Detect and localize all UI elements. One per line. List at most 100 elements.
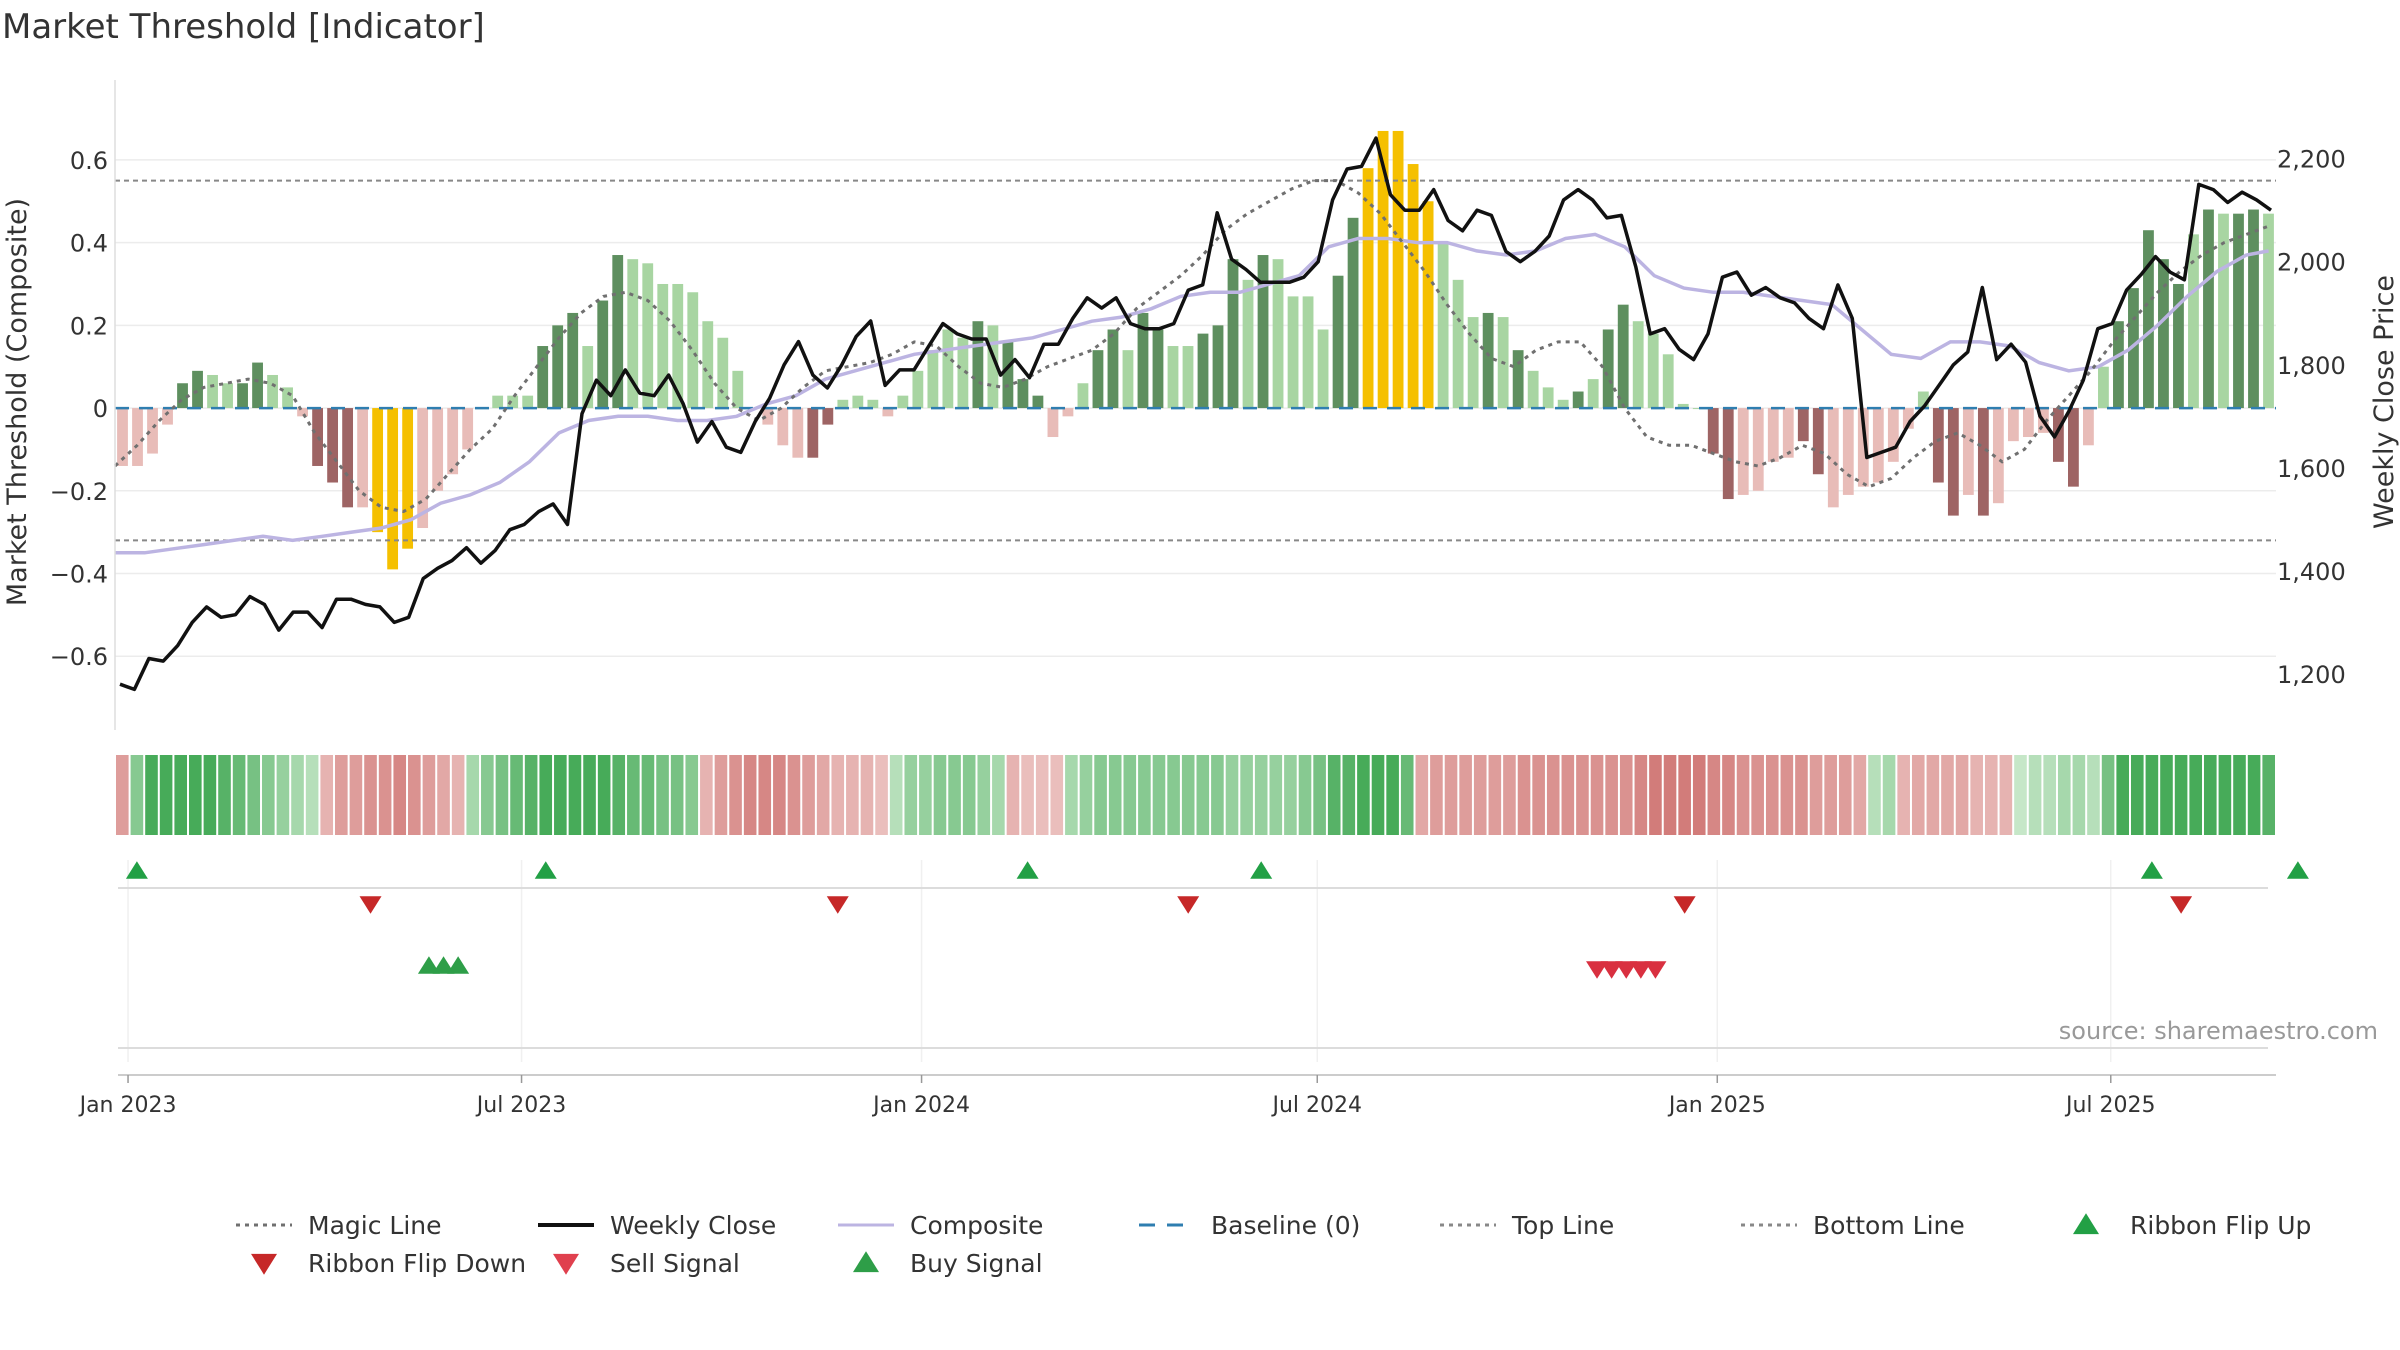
- composite-bar: [1467, 317, 1479, 409]
- composite-bar: [267, 374, 278, 409]
- composite-bar: [1482, 312, 1494, 409]
- composite-line: [115, 232, 2269, 555]
- composite-bar: [1722, 408, 1734, 500]
- composite-bar: [297, 408, 308, 417]
- ribbon-flip-down-marker: [359, 896, 382, 914]
- buy-signal-marker: [417, 956, 440, 974]
- ribbon-cell: [437, 755, 450, 835]
- composite-bar: [2007, 408, 2019, 442]
- ribbon-cell: [816, 755, 830, 835]
- composite-bar: [1107, 329, 1119, 409]
- ribbon-cell: [1079, 755, 1093, 835]
- composite-bar: [1047, 408, 1059, 438]
- y-right-tick-label: 2,200: [2277, 146, 2346, 174]
- ribbon-cell: [189, 755, 202, 835]
- composite-bar: [2233, 213, 2244, 409]
- legend-swatch: [553, 1253, 579, 1275]
- ribbon-strip: [116, 755, 2275, 835]
- ribbon-cell: [262, 755, 275, 835]
- ribbon-cell: [320, 755, 334, 835]
- ribbon-cell: [933, 755, 947, 835]
- ribbon-cell: [860, 755, 874, 835]
- ribbon-cell: [1211, 755, 1224, 835]
- ribbon-cell: [510, 755, 523, 835]
- composite-bar: [762, 408, 774, 425]
- legend: Magic Line Weekly Close Composite Baseline …: [236, 1211, 2311, 1278]
- ribbon-cell: [1795, 755, 1808, 835]
- composite-bar: [1437, 242, 1449, 409]
- ribbon-cell: [670, 755, 684, 835]
- composite-bar: [282, 387, 293, 409]
- ribbon-cell: [393, 755, 407, 835]
- composite-bar: [1122, 350, 1134, 409]
- ribbon-cell: [481, 755, 494, 835]
- composite-bar: [537, 346, 549, 409]
- legend-label: Sell Signal: [610, 1249, 740, 1278]
- ribbon-cell: [612, 755, 626, 835]
- legend-swatch: [2073, 1213, 2099, 1235]
- composite-bar: [162, 408, 173, 425]
- ribbon-cell: [2043, 755, 2056, 835]
- legend-label: Bottom Line: [1813, 1211, 1965, 1240]
- composite-bar: [1332, 275, 1344, 409]
- ribbon-cell: [247, 755, 261, 835]
- composite-bar: [702, 321, 714, 409]
- ribbon-cell: [1430, 755, 1443, 835]
- composite-bar: [387, 408, 399, 570]
- ribbon-cell: [962, 755, 976, 835]
- ribbon-cell: [466, 755, 480, 835]
- composite-bar: [672, 283, 684, 409]
- sell-signal-marker: [1644, 961, 1667, 979]
- ribbon-cell: [2014, 755, 2027, 835]
- composite-bar: [327, 408, 339, 483]
- y-right-tick-label: 1,800: [2277, 352, 2346, 380]
- composite-bar: [2022, 408, 2034, 438]
- composite-bar: [1737, 408, 1749, 495]
- ribbon-cell: [1503, 755, 1516, 835]
- ribbon-cell: [451, 755, 465, 835]
- ribbon-cell: [641, 755, 655, 835]
- ribbon-flip-up-marker: [1250, 861, 1273, 879]
- sell-signal-marker: [1629, 961, 1652, 979]
- ribbon-cell: [700, 755, 713, 835]
- ribbon-cell: [1152, 755, 1166, 835]
- signal-panels: [118, 860, 2309, 1076]
- composite-bar: [1257, 255, 1269, 409]
- composite-bar: [657, 283, 669, 409]
- ribbon-cell: [1240, 755, 1253, 835]
- composite-bar: [462, 408, 474, 450]
- x-tick-label: Jan 2025: [1667, 1093, 1766, 1118]
- ribbon-cell: [846, 755, 859, 835]
- ribbon-cell: [554, 755, 567, 835]
- ribbon-cell: [1021, 755, 1034, 835]
- ribbon-cell: [831, 755, 845, 835]
- composite-bar: [1872, 408, 1884, 483]
- ribbon-cell: [743, 755, 757, 835]
- composite-bar: [717, 337, 729, 409]
- composite-bar: [207, 374, 218, 409]
- composite-bar: [612, 255, 624, 409]
- ribbon-cell: [1780, 755, 1794, 835]
- composite-bar: [807, 408, 819, 458]
- composite-bar: [1797, 408, 1809, 442]
- composite-bar: [1617, 304, 1629, 409]
- ribbon-cell: [1181, 755, 1195, 835]
- composite-bar: [2068, 408, 2079, 487]
- composite-bar: [687, 292, 699, 409]
- ribbon-cell: [1269, 755, 1283, 835]
- ribbon-cell: [1313, 755, 1326, 835]
- composite-bar: [912, 370, 924, 409]
- composite-bar: [2218, 213, 2229, 409]
- composite-bar: [1362, 168, 1374, 409]
- ribbon-cell: [904, 755, 918, 835]
- ribbon-cell: [335, 755, 348, 835]
- composite-bar: [2263, 213, 2274, 409]
- composite-bar: [822, 408, 834, 425]
- composite-bar: [582, 346, 594, 409]
- buy-signal-marker: [447, 956, 470, 974]
- legend-label: Magic Line: [308, 1211, 442, 1240]
- composite-bar: [1392, 130, 1404, 409]
- ribbon-cell: [1473, 755, 1487, 835]
- ribbon-cell: [378, 755, 392, 835]
- ribbon-flip-up-marker: [2140, 861, 2163, 879]
